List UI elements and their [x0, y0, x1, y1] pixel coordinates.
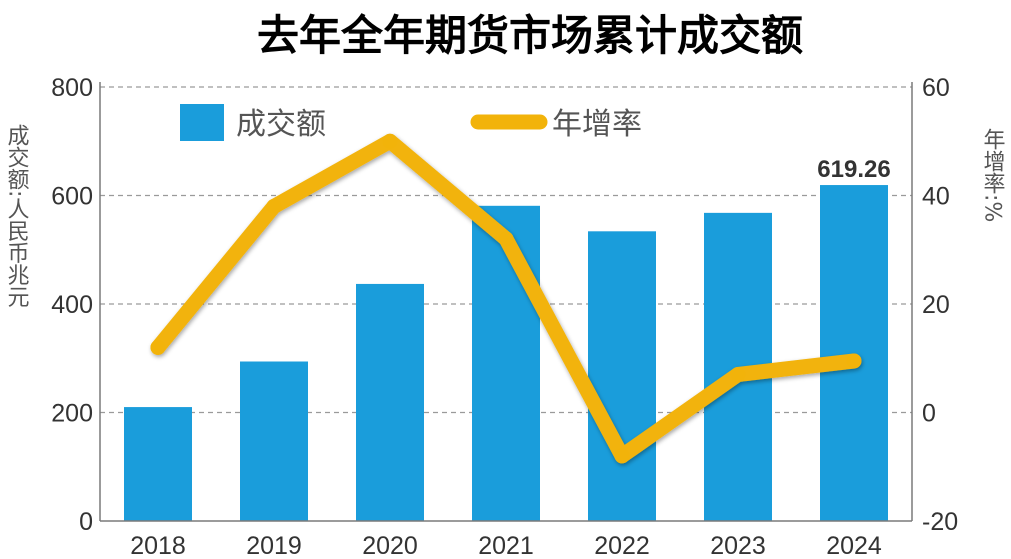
legend: 成交额 年增率 [180, 104, 642, 142]
y2-axis-title: 年增率:% [980, 128, 1006, 222]
y2-tick-label: 60 [922, 74, 950, 102]
y-tick-label: 0 [79, 508, 93, 536]
bar-2024 [820, 185, 888, 521]
x-tick-label: 2020 [362, 532, 418, 559]
line-point-2022 [614, 448, 630, 464]
line-point-2019 [266, 198, 282, 214]
line-point-2020 [382, 133, 398, 149]
bar-2018 [124, 407, 192, 521]
y2-tick-label: 0 [922, 400, 936, 428]
chart-title: 去年全年期货市场累计成交额 [257, 11, 803, 60]
x-tick-label: 2019 [246, 532, 302, 559]
axes: 0 200 400 600 800 -20 0 20 40 60 2018 2019 2020 2021 2… [51, 74, 958, 559]
line-point-2021 [498, 231, 514, 247]
legend-swatch-bar [180, 104, 224, 141]
x-tick-label: 2018 [130, 532, 186, 559]
bar-2019 [240, 361, 308, 521]
line-point-2023 [730, 367, 746, 383]
bar-series [124, 185, 888, 522]
y-axis-title: 成交额:人民币兆元 [4, 124, 30, 308]
line-point-2024 [846, 353, 862, 369]
axis-labels: 619.26 成交额:人民币兆元 年增率:% [4, 124, 1006, 308]
legend-label-bar: 成交额 [236, 107, 326, 142]
x-tick-label: 2021 [478, 532, 534, 559]
y2-tick-label: 20 [922, 291, 950, 319]
y-tick-label: 400 [51, 291, 93, 319]
line-point-2018 [150, 339, 166, 355]
x-tick-label: 2022 [594, 532, 650, 559]
y2-tick-label: -20 [922, 508, 958, 536]
y-tick-label: 200 [51, 400, 93, 428]
line-series [150, 133, 862, 464]
data-label-2024: 619.26 [817, 156, 890, 183]
x-tick-label: 2023 [710, 532, 766, 559]
legend-label-line: 年增率 [552, 107, 642, 142]
y-tick-label: 800 [51, 74, 93, 102]
bar-2022 [588, 231, 656, 521]
y-tick-label: 600 [51, 183, 93, 211]
bar-2020 [356, 283, 424, 521]
y2-tick-label: 40 [922, 183, 950, 211]
bar-2021 [472, 205, 540, 521]
x-tick-label: 2024 [826, 532, 882, 559]
